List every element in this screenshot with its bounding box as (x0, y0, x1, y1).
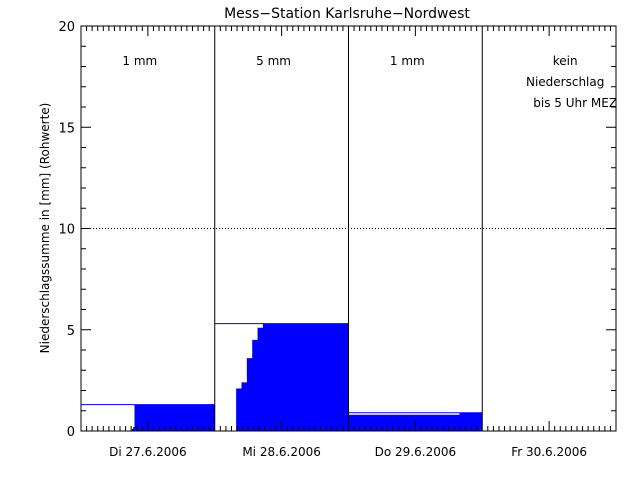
y-tick-label: 0 (67, 425, 75, 440)
day-annotation: bis 5 Uhr MEZ (533, 96, 617, 110)
x-tick-label: Do 29.6.2006 (375, 445, 456, 459)
x-tick-label: Mi 28.6.2006 (242, 445, 321, 459)
x-tick-label: Fr 30.6.2006 (511, 445, 587, 459)
chart-title: Mess−Station Karlsruhe−Nordwest (224, 6, 470, 22)
y-tick-label: 15 (58, 121, 75, 136)
x-tick-label: Di 27.6.2006 (109, 445, 186, 459)
y-tick-label: 5 (67, 324, 75, 339)
plot-area: 0 5 10 15 20 Di 27.6.2006 1 mm Mi 28.6.2006 5 mm… (58, 20, 617, 459)
day-annotation: Niederschlag (526, 75, 604, 89)
series-area-day-1 (131, 404, 215, 431)
day-annotation: 5 mm (256, 54, 291, 68)
y-tick-label: 10 (58, 223, 75, 238)
y-axis-label: Niederschlagssumme in [mm] (Rohwerte) (38, 103, 52, 354)
day-annotation: 1 mm (390, 54, 425, 68)
day-annotation: 1 mm (122, 54, 157, 68)
day-annotation: kein (553, 54, 578, 68)
series-area-day-2 (214, 323, 349, 431)
y-tick-label: 20 (58, 20, 75, 35)
